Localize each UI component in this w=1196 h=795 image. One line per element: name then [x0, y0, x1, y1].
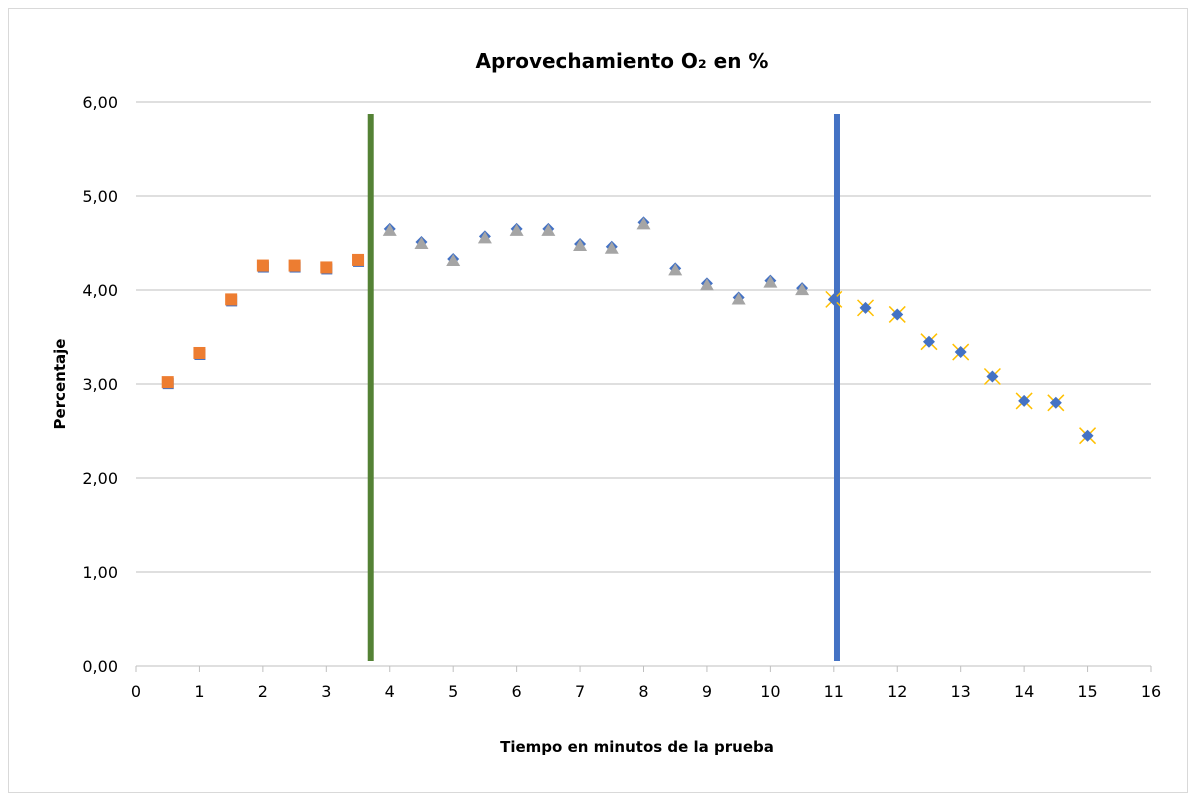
- x-tick-label: 2: [258, 682, 268, 701]
- x-tick-label: 14: [1014, 682, 1034, 701]
- data-point: [414, 236, 429, 250]
- x-tick-label: 13: [951, 682, 971, 701]
- data-point: [795, 282, 810, 296]
- x-tick-label: 5: [448, 682, 458, 701]
- axes: 0,001,002,003,004,005,006,000 1 2 3 4 5 6 7 8 9 10…: [82, 93, 1161, 701]
- x-tick-label: 3: [321, 682, 331, 701]
- point-marker: [763, 275, 778, 288]
- data-point: [668, 262, 683, 276]
- point-marker: [382, 223, 397, 236]
- x-tick-label: 6: [512, 682, 522, 701]
- data-point: [920, 333, 938, 351]
- point-marker: [541, 223, 556, 236]
- point-marker: [1081, 429, 1094, 442]
- x-tick-label: 0: [131, 682, 141, 701]
- data-point: [825, 290, 843, 308]
- y-tick-label: 6,00: [82, 93, 118, 112]
- point-marker: [225, 293, 238, 306]
- point-marker: [891, 308, 904, 321]
- x-tick-label: 7: [575, 682, 585, 701]
- data-point: [888, 305, 906, 323]
- gridlines: [136, 101, 1151, 667]
- data-points: [161, 216, 1097, 445]
- data-point: [731, 291, 746, 305]
- data-point: [320, 261, 333, 275]
- point-marker: [668, 263, 683, 276]
- point-marker: [352, 253, 365, 266]
- point-marker: [731, 292, 746, 305]
- data-point: [193, 346, 206, 360]
- data-point: [256, 259, 269, 273]
- x-tick-label: 8: [638, 682, 648, 701]
- point-marker: [477, 231, 492, 244]
- x-tick-label: 1: [194, 682, 204, 701]
- point-marker: [1018, 394, 1031, 407]
- x-tick-label: 4: [385, 682, 395, 701]
- point-marker: [193, 346, 206, 359]
- point-marker: [795, 283, 810, 296]
- point-marker: [573, 238, 588, 251]
- point-marker: [604, 241, 619, 254]
- data-point: [636, 216, 651, 230]
- point-marker: [827, 293, 840, 306]
- x-tick-label: 15: [1077, 682, 1097, 701]
- y-tick-label: 2,00: [82, 469, 118, 488]
- data-point: [857, 299, 875, 317]
- point-marker: [256, 259, 269, 272]
- data-point: [983, 367, 1001, 386]
- data-point: [699, 277, 714, 291]
- x-tick-label: 9: [702, 682, 712, 701]
- y-tick-label: 4,00: [82, 281, 118, 300]
- point-marker: [161, 376, 174, 389]
- point-marker: [414, 237, 429, 250]
- data-point: [288, 259, 301, 273]
- point-marker: [1049, 396, 1062, 409]
- point-marker: [986, 370, 999, 383]
- point-marker: [288, 259, 301, 272]
- point-marker: [320, 261, 333, 274]
- point-marker: [446, 253, 461, 266]
- x-tick-label: 10: [760, 682, 780, 701]
- data-point: [1047, 394, 1065, 412]
- data-point: [1079, 427, 1097, 445]
- data-point: [573, 237, 588, 251]
- point-marker: [699, 278, 714, 291]
- data-point: [604, 240, 619, 254]
- x-tick-label: 12: [887, 682, 907, 701]
- chart-title: Aprovechamiento O₂ en %: [476, 49, 769, 73]
- x-tick-label: 16: [1141, 682, 1161, 701]
- data-point: [1015, 392, 1033, 410]
- y-tick-label: 0,00: [82, 657, 118, 676]
- y-axis-title: Percentaje: [51, 339, 69, 430]
- data-point: [382, 222, 397, 236]
- data-point: [952, 343, 970, 361]
- data-point: [477, 230, 492, 244]
- data-point: [225, 293, 238, 307]
- x-axis-title: Tiempo en minutos de la prueba: [500, 738, 774, 756]
- x-tick-label: 11: [824, 682, 844, 701]
- data-point: [352, 253, 365, 267]
- point-marker: [954, 346, 967, 359]
- y-tick-label: 5,00: [82, 187, 118, 206]
- data-point: [161, 376, 174, 390]
- y-tick-label: 1,00: [82, 563, 118, 582]
- point-marker: [922, 335, 935, 348]
- chart-frame: [8, 8, 1188, 793]
- data-point: [763, 274, 778, 288]
- point-marker: [509, 223, 524, 236]
- point-marker: [636, 217, 651, 230]
- data-point: [509, 222, 524, 236]
- vertical-marker-lines: [367, 114, 840, 661]
- data-point: [446, 252, 461, 266]
- data-point: [541, 222, 556, 236]
- y-tick-label: 3,00: [82, 375, 118, 394]
- point-marker: [859, 301, 872, 314]
